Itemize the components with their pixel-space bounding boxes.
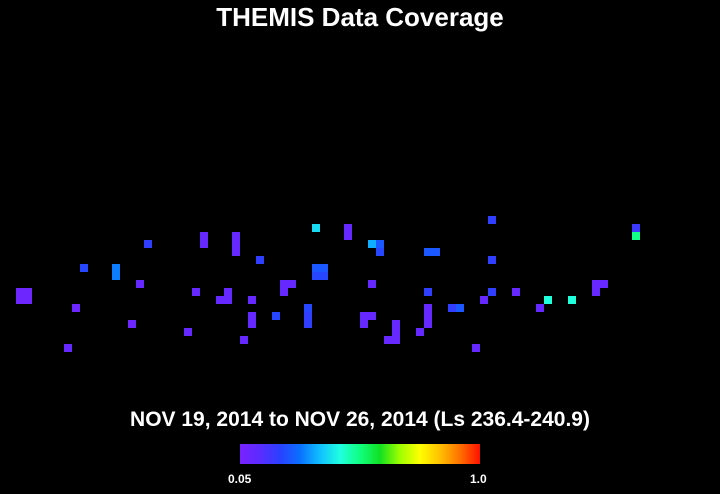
colorbar-max-label: 1.0 — [470, 472, 487, 486]
coverage-cell — [72, 304, 80, 312]
coverage-cell — [424, 288, 432, 296]
coverage-cell — [344, 232, 352, 240]
chart-title: THEMIS Data Coverage — [216, 2, 504, 32]
coverage-cell — [248, 320, 256, 328]
coverage-cell — [112, 264, 120, 272]
coverage-cell — [280, 288, 288, 296]
coverage-cell — [392, 320, 400, 328]
coverage-cell — [488, 288, 496, 296]
coverage-cell — [424, 304, 432, 312]
coverage-cell — [184, 328, 192, 336]
coverage-cell — [360, 320, 368, 328]
coverage-cell — [472, 344, 480, 352]
coverage-cell — [224, 288, 232, 296]
coverage-cell — [488, 216, 496, 224]
coverage-cell — [200, 240, 208, 248]
coverage-cell — [432, 248, 440, 256]
coverage-cell — [392, 336, 400, 344]
coverage-cell — [304, 320, 312, 328]
colorbar-min-label: 0.05 — [228, 472, 252, 486]
coverage-cell — [232, 240, 240, 248]
coverage-cell — [128, 320, 136, 328]
coverage-cell — [360, 312, 368, 320]
coverage-cell — [592, 280, 600, 288]
coverage-cell — [24, 288, 32, 296]
coverage-cell — [544, 296, 552, 304]
coverage-cell — [592, 288, 600, 296]
coverage-cell — [280, 280, 288, 288]
coverage-cell — [424, 320, 432, 328]
coverage-cell — [16, 288, 24, 296]
coverage-cell — [568, 296, 576, 304]
coverage-cell — [320, 272, 328, 280]
coverage-cell — [456, 304, 464, 312]
coverage-cell — [136, 280, 144, 288]
coverage-cell — [112, 272, 120, 280]
coverage-cell — [240, 336, 248, 344]
coverage-cell — [416, 328, 424, 336]
coverage-cell — [368, 312, 376, 320]
colorbar-gradient — [240, 444, 480, 464]
coverage-cell — [216, 296, 224, 304]
coverage-cell — [304, 312, 312, 320]
coverage-cell — [480, 296, 488, 304]
coverage-cell — [368, 280, 376, 288]
coverage-cell — [376, 248, 384, 256]
coverage-cell — [224, 296, 232, 304]
coverage-cell — [288, 280, 296, 288]
coverage-cell — [368, 240, 376, 248]
coverage-cell — [320, 264, 328, 272]
coverage-cell — [248, 296, 256, 304]
coverage-cell — [632, 224, 640, 232]
coverage-cell — [448, 304, 456, 312]
coverage-cell — [304, 304, 312, 312]
date-range-label: NOV 19, 2014 to NOV 26, 2014 (Ls 236.4-2… — [130, 408, 590, 431]
coverage-cell — [344, 224, 352, 232]
coverage-cells — [16, 216, 640, 352]
coverage-cell — [488, 256, 496, 264]
coverage-cell — [536, 304, 544, 312]
coverage-cell — [424, 312, 432, 320]
coverage-cell — [24, 296, 32, 304]
coverage-cell — [80, 264, 88, 272]
coverage-cell — [632, 232, 640, 240]
coverage-cell — [424, 248, 432, 256]
coverage-cell — [384, 336, 392, 344]
coverage-cell — [256, 256, 264, 264]
coverage-cell — [192, 288, 200, 296]
coverage-cell — [512, 288, 520, 296]
colorbar — [240, 444, 480, 464]
coverage-cell — [312, 272, 320, 280]
coverage-cell — [64, 344, 72, 352]
coverage-cell — [16, 296, 24, 304]
coverage-cell — [248, 312, 256, 320]
coverage-cell — [392, 328, 400, 336]
coverage-cell — [376, 240, 384, 248]
coverage-cell — [272, 312, 280, 320]
coverage-cell — [312, 224, 320, 232]
coverage-cell — [312, 264, 320, 272]
coverage-cell — [232, 232, 240, 240]
coverage-cell — [232, 248, 240, 256]
coverage-cell — [144, 240, 152, 248]
coverage-cell — [600, 280, 608, 288]
coverage-cell — [200, 232, 208, 240]
